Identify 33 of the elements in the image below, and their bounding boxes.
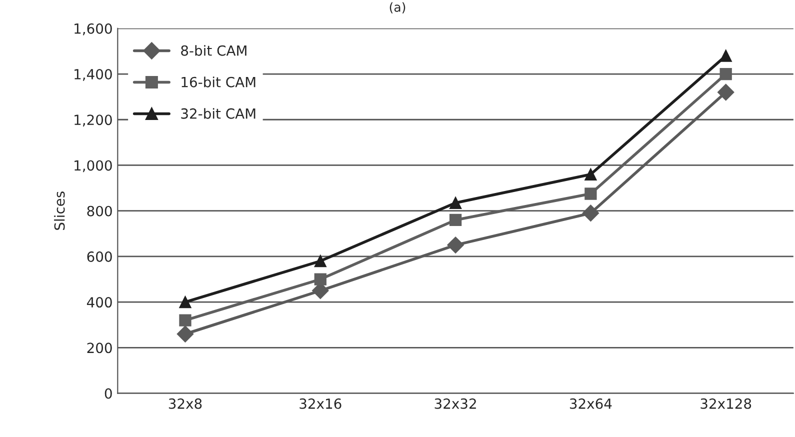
y-tick-label: 1,600 (74, 23, 112, 36)
y-tick-label: 200 (87, 342, 112, 354)
point (179, 296, 192, 308)
legend-label: 8-bit CAM (181, 45, 246, 56)
x-tick-label: 32x128 (700, 398, 752, 409)
point (720, 50, 732, 62)
chart-title: (a) (390, 2, 406, 14)
point (314, 254, 326, 268)
point (720, 68, 732, 80)
point (449, 214, 462, 226)
point (584, 168, 597, 180)
y-tick-label: 0 (104, 388, 112, 399)
point (449, 196, 462, 209)
y-tick-label: 1,400 (74, 68, 112, 81)
x-tick-label: 32x16 (300, 398, 342, 409)
x-tick-label: 32x64 (570, 398, 612, 409)
legend-label: 16-bit CAM (182, 76, 256, 88)
point (584, 188, 597, 200)
y-tick-label: 1,200 (74, 114, 112, 127)
y-tick-label: 400 (86, 297, 112, 308)
point (582, 204, 600, 222)
point (314, 273, 326, 286)
point (176, 326, 194, 342)
point (179, 314, 192, 326)
point (717, 84, 734, 101)
y-tick-label: 1,000 (74, 160, 112, 172)
y-axis-title: Slices (54, 192, 65, 230)
point (447, 236, 464, 254)
y-tick-label: 800 (87, 206, 112, 216)
y-tick-label: 600 (87, 251, 112, 262)
legend-label: 32-bit CAM (181, 108, 256, 119)
x-tick-label: 32x8 (168, 398, 202, 409)
x-tick-label: 32x32 (434, 398, 476, 409)
